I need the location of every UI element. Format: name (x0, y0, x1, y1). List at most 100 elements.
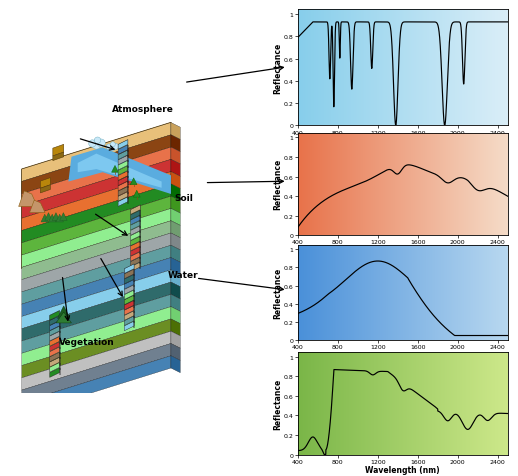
Polygon shape (171, 160, 180, 177)
Polygon shape (118, 151, 128, 160)
Circle shape (92, 140, 101, 150)
Polygon shape (22, 295, 171, 354)
Polygon shape (22, 344, 171, 403)
Polygon shape (124, 269, 134, 279)
Polygon shape (19, 191, 37, 207)
Polygon shape (50, 332, 60, 341)
Y-axis label: Reflectance: Reflectance (274, 378, 282, 429)
Polygon shape (171, 331, 180, 348)
Polygon shape (118, 171, 128, 181)
Circle shape (94, 138, 101, 144)
Polygon shape (53, 153, 64, 161)
Polygon shape (124, 275, 134, 284)
Polygon shape (22, 209, 171, 268)
Polygon shape (50, 357, 60, 367)
Text: Soil: Soil (174, 193, 193, 202)
Circle shape (106, 145, 111, 150)
Polygon shape (124, 311, 134, 321)
Polygon shape (131, 231, 140, 241)
Polygon shape (53, 145, 64, 157)
Polygon shape (50, 327, 60, 336)
Polygon shape (22, 356, 171, 415)
Polygon shape (124, 316, 134, 326)
X-axis label: Wavelength (nm): Wavelength (nm) (365, 246, 440, 255)
Polygon shape (171, 258, 180, 275)
Polygon shape (118, 156, 128, 166)
Polygon shape (50, 347, 60, 357)
Polygon shape (22, 123, 171, 269)
Polygon shape (118, 182, 128, 191)
Polygon shape (171, 319, 180, 336)
Polygon shape (22, 136, 171, 194)
Polygon shape (171, 197, 180, 214)
Polygon shape (22, 307, 171, 366)
Polygon shape (171, 172, 180, 189)
Polygon shape (68, 148, 171, 195)
Polygon shape (50, 342, 60, 352)
Polygon shape (171, 270, 180, 287)
Polygon shape (118, 146, 128, 155)
Polygon shape (22, 319, 171, 378)
Polygon shape (22, 197, 171, 256)
Polygon shape (111, 166, 119, 173)
Polygon shape (171, 123, 180, 140)
Polygon shape (118, 161, 128, 170)
Polygon shape (49, 215, 56, 222)
Polygon shape (171, 307, 180, 324)
Circle shape (97, 140, 105, 148)
Polygon shape (171, 148, 180, 165)
Polygon shape (22, 258, 171, 317)
Text: Vegetation: Vegetation (59, 337, 115, 346)
Polygon shape (50, 352, 60, 362)
Polygon shape (50, 311, 60, 320)
Polygon shape (22, 185, 171, 243)
Circle shape (108, 144, 116, 152)
Polygon shape (118, 187, 128, 197)
Polygon shape (131, 263, 140, 272)
Circle shape (112, 144, 119, 150)
Polygon shape (131, 237, 140, 246)
Text: Water: Water (168, 271, 198, 280)
Polygon shape (124, 301, 134, 310)
Polygon shape (124, 306, 134, 316)
X-axis label: Wavelength (nm): Wavelength (nm) (365, 351, 440, 360)
Polygon shape (121, 185, 128, 191)
Y-axis label: Reflectance: Reflectance (274, 42, 282, 93)
Polygon shape (124, 290, 134, 300)
Polygon shape (56, 215, 63, 222)
Polygon shape (22, 246, 171, 305)
Polygon shape (171, 344, 180, 361)
Polygon shape (22, 221, 171, 280)
Polygon shape (22, 160, 171, 219)
Polygon shape (30, 201, 45, 213)
Polygon shape (171, 246, 180, 263)
Y-axis label: Reflectance: Reflectance (274, 267, 282, 318)
Polygon shape (131, 226, 140, 236)
Polygon shape (121, 172, 128, 179)
Polygon shape (118, 177, 128, 186)
Polygon shape (50, 363, 60, 372)
Polygon shape (124, 280, 134, 289)
Polygon shape (118, 166, 128, 176)
Polygon shape (131, 216, 140, 226)
X-axis label: Wavelength (nm): Wavelength (nm) (365, 465, 440, 474)
Polygon shape (118, 198, 128, 207)
Polygon shape (171, 209, 180, 226)
Polygon shape (131, 258, 140, 267)
Polygon shape (171, 185, 180, 201)
Polygon shape (131, 247, 140, 257)
Polygon shape (45, 213, 52, 221)
Polygon shape (124, 264, 134, 274)
Polygon shape (171, 283, 180, 299)
Polygon shape (171, 221, 180, 238)
Polygon shape (57, 306, 70, 318)
Polygon shape (22, 331, 171, 390)
Polygon shape (22, 148, 171, 207)
Polygon shape (60, 213, 67, 221)
Polygon shape (52, 213, 60, 221)
Polygon shape (171, 295, 180, 312)
Polygon shape (133, 191, 140, 198)
Polygon shape (22, 172, 171, 231)
Polygon shape (131, 252, 140, 262)
Polygon shape (118, 140, 128, 150)
